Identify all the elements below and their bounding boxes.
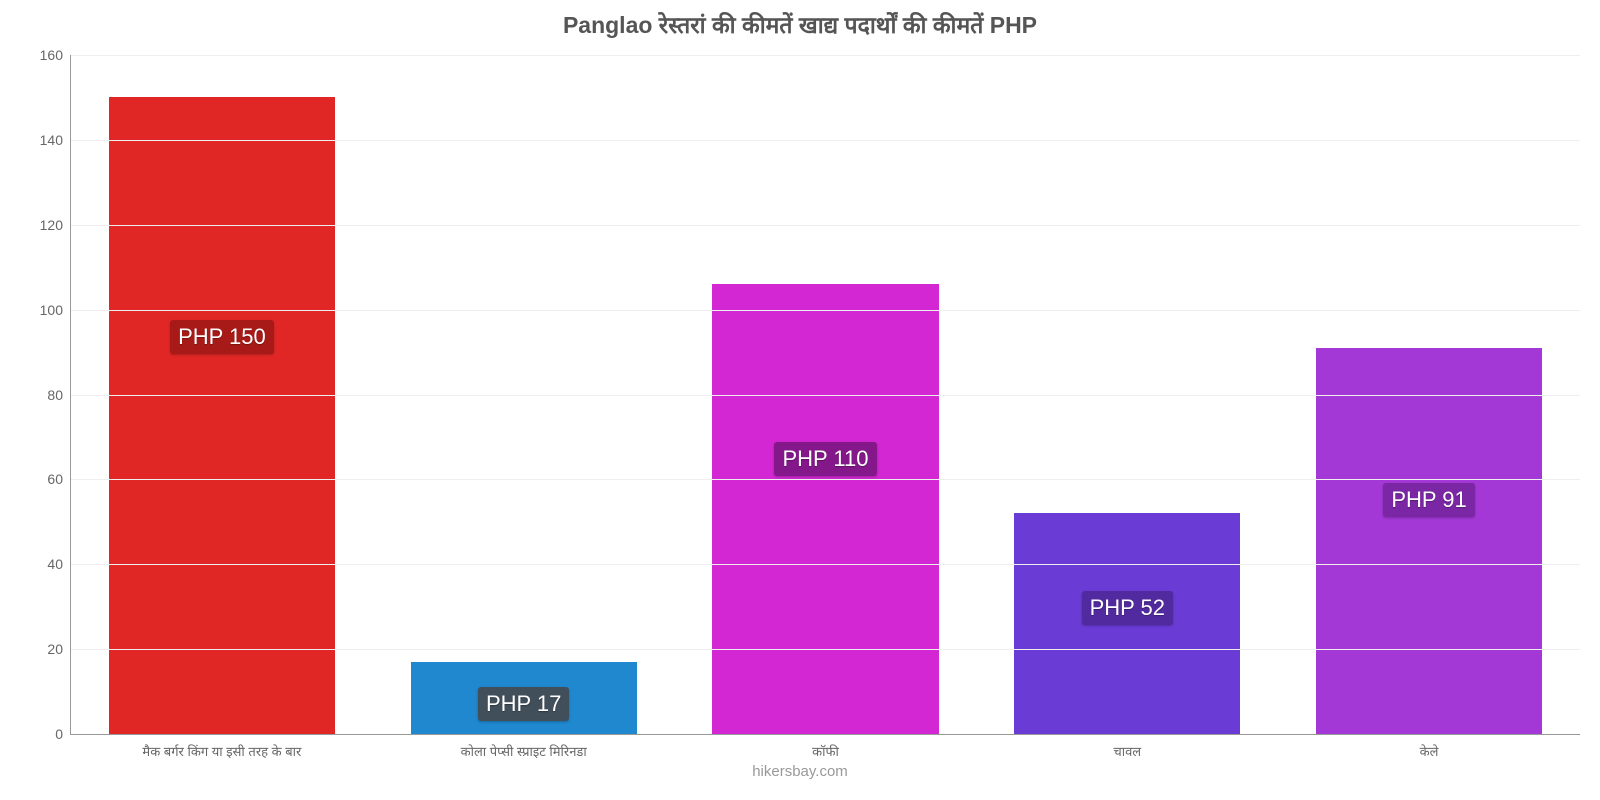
ytick-label: 140 (40, 132, 71, 148)
bar: PHP 110 (712, 284, 938, 734)
gridline (71, 140, 1580, 141)
xtick-label: कोला पेप्सी स्प्राइट मिरिनडा (461, 734, 587, 760)
bar-value-label: PHP 52 (1082, 591, 1173, 625)
ytick-label: 60 (47, 471, 71, 487)
footer-text: hikersbay.com (0, 763, 1600, 780)
xtick-label: मैक बर्गर किंग या इसी तरह के बार (142, 734, 301, 760)
gridline (71, 564, 1580, 565)
bar-value-label: PHP 17 (478, 687, 569, 721)
ytick-label: 100 (40, 302, 71, 318)
bar: PHP 17 (411, 662, 637, 734)
xtick-label: केले (1420, 734, 1439, 760)
bar: PHP 150 (109, 97, 335, 734)
ytick-label: 40 (47, 556, 71, 572)
xtick-label: कॉफी (812, 734, 839, 760)
ytick-label: 120 (40, 217, 71, 233)
gridline (71, 395, 1580, 396)
bar: PHP 52 (1014, 513, 1240, 734)
gridline (71, 310, 1580, 311)
xtick-label: चावल (1113, 734, 1141, 760)
bar-value-label: PHP 110 (774, 442, 876, 476)
gridline (71, 479, 1580, 480)
bar-value-label: PHP 91 (1383, 483, 1474, 517)
ytick-label: 80 (47, 387, 71, 403)
gridline (71, 225, 1580, 226)
ytick-label: 160 (40, 47, 71, 63)
gridline (71, 649, 1580, 650)
ytick-label: 0 (55, 726, 71, 742)
chart-container: Panglao रेस्तरां की कीमतें खाद्य पदार्थो… (0, 0, 1600, 800)
chart-title: Panglao रेस्तरां की कीमतें खाद्य पदार्थो… (0, 8, 1600, 40)
ytick-label: 20 (47, 641, 71, 657)
bar: PHP 91 (1316, 348, 1542, 734)
plot-area: PHP 150मैक बर्गर किंग या इसी तरह के बारP… (70, 55, 1580, 735)
gridline (71, 55, 1580, 56)
bar-value-label: PHP 150 (170, 320, 274, 354)
